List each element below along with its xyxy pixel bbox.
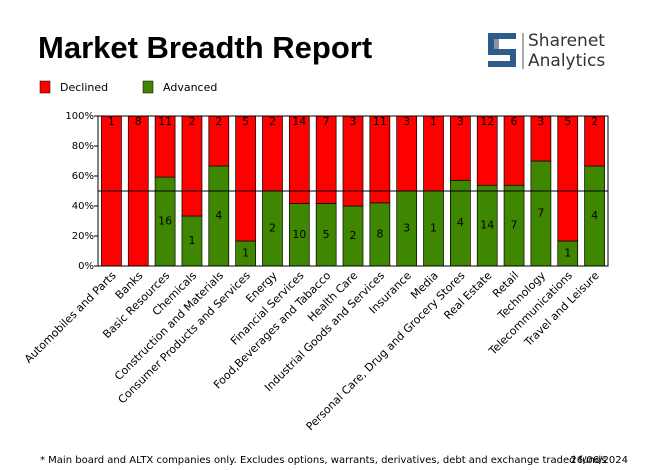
brand-name: Sharenet — [528, 31, 605, 51]
chart-title: Market Breadth Report — [38, 30, 372, 65]
value-label: 11 — [373, 115, 387, 128]
value-label: 3 — [403, 115, 410, 128]
bar-segment — [369, 115, 391, 204]
legend-swatch — [142, 80, 154, 94]
value-label: 8 — [135, 115, 142, 128]
value-label: 2 — [350, 229, 357, 242]
value-label: 1 — [108, 115, 115, 128]
brand-sub: Analytics — [528, 51, 605, 71]
y-tick-label: 20% — [72, 231, 94, 242]
value-label: 4 — [591, 209, 598, 222]
value-label: 2 — [215, 115, 222, 128]
bar-segment — [315, 115, 337, 204]
value-label: 5 — [323, 228, 330, 241]
y-tick-label: 40% — [72, 201, 94, 212]
footnote: * Main board and ALTX companies only. Ex… — [40, 455, 606, 466]
y-tick-label: 0% — [78, 261, 94, 272]
value-label: 12 — [480, 115, 494, 128]
bar-segment — [557, 115, 579, 242]
value-label: 3 — [457, 115, 464, 128]
value-label: 1 — [242, 247, 249, 260]
value-label: 1 — [430, 115, 437, 128]
bar-segment — [342, 115, 364, 207]
bar-segment — [181, 115, 203, 217]
logo-icon — [488, 33, 518, 67]
y-tick-label: 60% — [72, 171, 94, 182]
value-label: 14 — [480, 219, 494, 232]
value-label: 3 — [537, 115, 544, 128]
value-label: 7 — [537, 207, 544, 220]
y-tick-label: 80% — [72, 141, 94, 152]
value-label: 7 — [323, 115, 330, 128]
value-label: 1 — [430, 222, 437, 235]
value-label: 2 — [591, 115, 598, 128]
bar-segment — [288, 115, 310, 204]
legend-swatch — [39, 80, 51, 94]
value-label: 7 — [511, 219, 518, 232]
value-label: 5 — [242, 115, 249, 128]
value-label: 14 — [292, 115, 306, 128]
value-label: 4 — [215, 209, 222, 222]
value-label: 10 — [292, 228, 306, 241]
value-label: 1 — [188, 234, 195, 247]
value-label: 2 — [269, 115, 276, 128]
value-label: 11 — [158, 115, 172, 128]
value-label: 3 — [350, 115, 357, 128]
value-label: 8 — [376, 227, 383, 240]
value-label: 4 — [457, 216, 464, 229]
value-label: 2 — [188, 115, 195, 128]
value-label: 6 — [511, 115, 518, 128]
legend-label: Advanced — [163, 81, 217, 94]
value-label: 1 — [564, 247, 571, 260]
bar-segment — [235, 115, 256, 242]
value-label: 2 — [269, 222, 276, 235]
date: 26/06/2024 — [570, 455, 628, 466]
x-tick-label: Automobiles and Parts — [22, 269, 119, 366]
value-label: 5 — [564, 115, 571, 128]
value-label: 16 — [158, 215, 172, 228]
legend-label: Declined — [60, 81, 108, 94]
value-label: 3 — [403, 222, 410, 235]
y-tick-label: 100% — [65, 111, 94, 122]
